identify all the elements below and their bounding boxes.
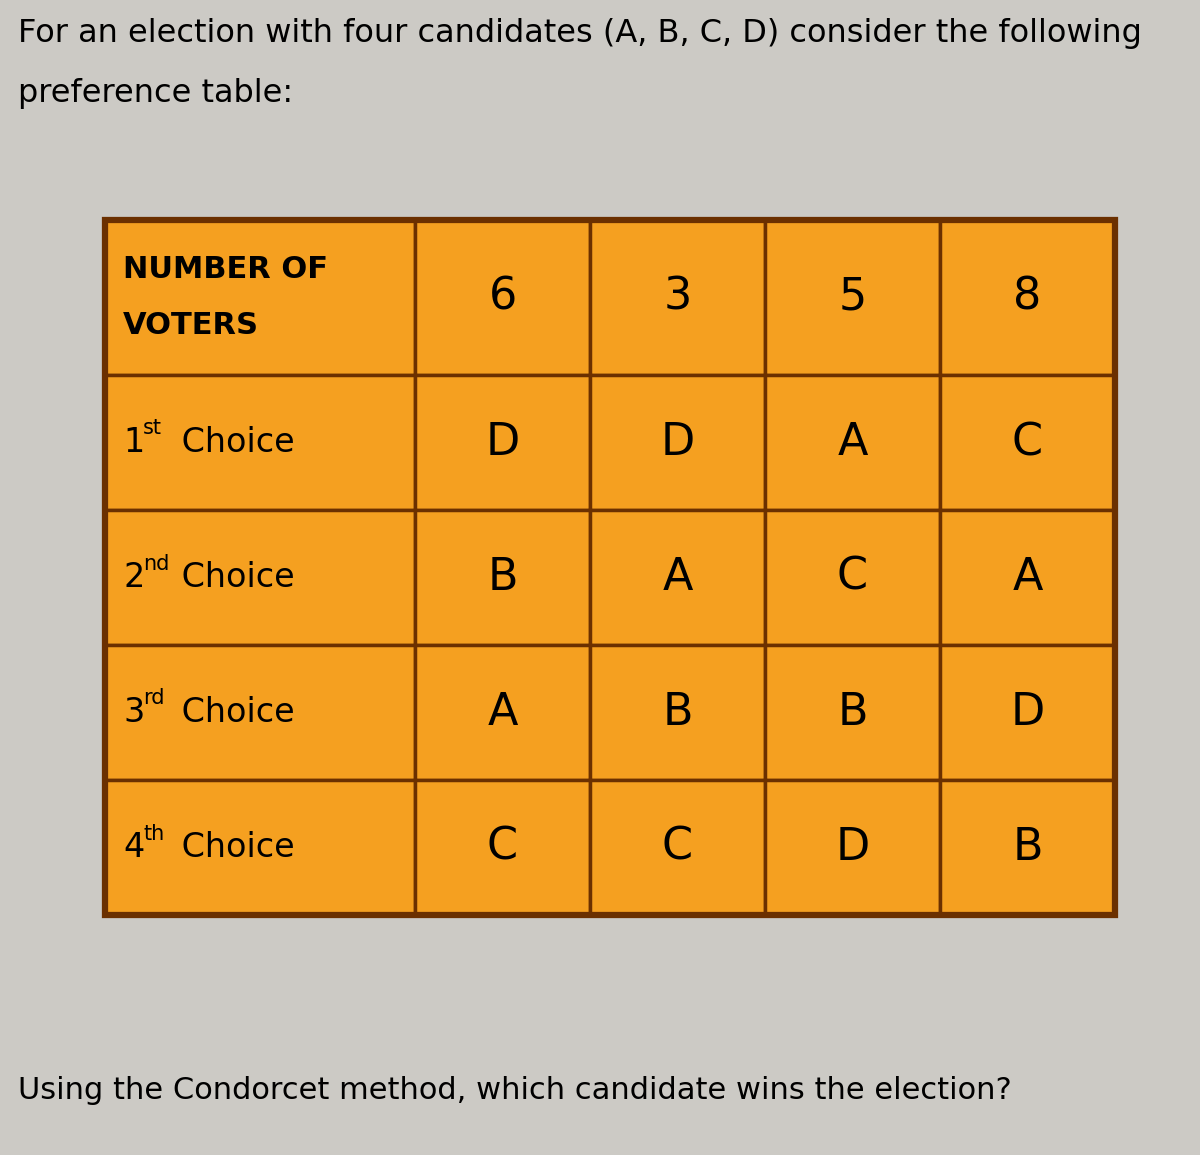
Text: A: A [1013, 556, 1043, 599]
Bar [766, 219, 940, 375]
Bar [415, 780, 590, 915]
Bar [106, 375, 415, 511]
Bar [106, 219, 1115, 915]
Bar [590, 780, 766, 915]
Bar [590, 644, 766, 780]
Text: For an election with four candidates (A, B, C, D) consider the following: For an election with four candidates (A,… [18, 18, 1142, 49]
Text: C: C [662, 826, 694, 869]
Bar [766, 375, 940, 511]
Text: Choice: Choice [172, 696, 295, 729]
Bar [106, 644, 415, 780]
Text: st: st [143, 418, 162, 439]
Text: 6: 6 [488, 276, 517, 319]
Text: 3: 3 [664, 276, 691, 319]
Text: th: th [143, 824, 164, 843]
Text: preference table:: preference table: [18, 79, 293, 109]
Text: D: D [1010, 691, 1045, 733]
Text: NUMBER OF: NUMBER OF [124, 255, 328, 284]
Bar [766, 511, 940, 644]
Text: C: C [836, 556, 868, 599]
Text: Choice: Choice [172, 830, 295, 864]
Text: A: A [487, 691, 517, 733]
Text: B: B [662, 691, 692, 733]
Bar [590, 511, 766, 644]
Bar [106, 511, 415, 644]
Bar [106, 780, 415, 915]
Bar [415, 511, 590, 644]
Bar [415, 375, 590, 511]
Bar [415, 644, 590, 780]
Bar [940, 219, 1115, 375]
Text: A: A [838, 422, 868, 464]
Bar [940, 511, 1115, 644]
Bar [940, 780, 1115, 915]
Text: D: D [660, 422, 695, 464]
Text: 2: 2 [124, 561, 144, 594]
Bar [590, 219, 766, 375]
Text: 4: 4 [124, 830, 144, 864]
Bar [940, 644, 1115, 780]
Bar [590, 375, 766, 511]
Text: nd: nd [143, 553, 169, 574]
Text: C: C [1012, 422, 1043, 464]
Text: Using the Condorcet method, which candidate wins the election?: Using the Condorcet method, which candid… [18, 1076, 1012, 1105]
Text: A: A [662, 556, 692, 599]
Bar [415, 219, 590, 375]
Text: D: D [485, 422, 520, 464]
Bar [940, 375, 1115, 511]
Text: rd: rd [143, 688, 164, 708]
Text: 1: 1 [124, 426, 144, 459]
Text: VOTERS: VOTERS [124, 311, 259, 340]
Bar [106, 219, 415, 375]
Text: 8: 8 [1013, 276, 1042, 319]
Text: D: D [835, 826, 870, 869]
Text: Choice: Choice [172, 561, 295, 594]
Text: B: B [838, 691, 868, 733]
Text: B: B [487, 556, 517, 599]
Text: B: B [1013, 826, 1043, 869]
Bar [766, 780, 940, 915]
Bar [766, 644, 940, 780]
Text: Choice: Choice [172, 426, 295, 459]
Text: 3: 3 [124, 696, 144, 729]
Text: 5: 5 [839, 276, 866, 319]
Text: C: C [487, 826, 518, 869]
